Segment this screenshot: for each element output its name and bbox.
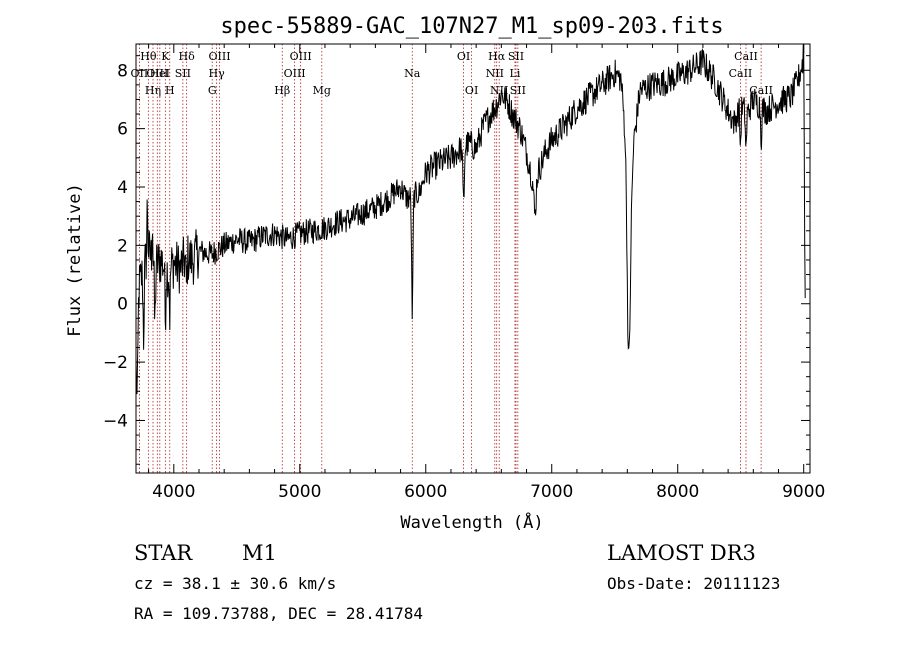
- line-marker-label-3: OIII: [146, 67, 168, 80]
- spectrum-line: [135, 43, 806, 395]
- line-marker-label-11: OIII: [208, 50, 230, 63]
- observation-date: Obs-Date: 20111123: [607, 574, 780, 593]
- y-axis-ticks: −4 −2 0 2 4 6 8: [103, 55, 810, 465]
- line-marker-label-14: OIII: [290, 50, 312, 63]
- y-tick-label-6: 8: [117, 61, 128, 81]
- line-marker-label-12: Hβ: [274, 84, 290, 97]
- plot-frame: [135, 43, 811, 474]
- y-tick-label-3: 2: [117, 236, 128, 256]
- y-tick-label-5: 6: [117, 120, 128, 140]
- coordinates: RA = 109.73788, DEC = 28.41784: [134, 604, 423, 623]
- line-marker-label-5: K: [161, 50, 170, 63]
- x-tick-label-3: 7000: [530, 482, 573, 502]
- line-marker-label-25: CaII: [729, 67, 753, 80]
- line-marker-label-26: CaII: [734, 50, 758, 63]
- x-tick-label-5: 9000: [782, 482, 825, 502]
- x-axis-label: Wavelength (Å): [400, 511, 543, 533]
- y-tick-label-1: −2: [103, 353, 128, 373]
- x-tick-label-1: 5000: [278, 482, 321, 502]
- emission-line-markers: [139, 44, 762, 473]
- x-tick-label-2: 6000: [404, 482, 447, 502]
- object-class: STAR: [134, 541, 193, 565]
- line-marker-label-18: OI: [465, 84, 478, 97]
- line-marker-label-2: Hη: [145, 84, 161, 97]
- line-marker-label-13: OIII: [284, 67, 306, 80]
- x-axis-ticks: 4000 5000 6000 7000 8000 9000: [148, 44, 825, 502]
- object-subclass: M1: [242, 541, 277, 565]
- line-marker-label-21: NII: [490, 84, 508, 97]
- x-tick-label-0: 4000: [152, 482, 195, 502]
- line-marker-label-20: Hα: [488, 50, 506, 63]
- line-marker-label-8: Hδ: [179, 50, 196, 63]
- line-marker-label-10: Hγ: [209, 67, 226, 80]
- y-tick-label-4: 4: [117, 178, 128, 198]
- y-tick-label-2: 0: [117, 295, 128, 315]
- line-marker-label-23: SII: [508, 50, 524, 63]
- line-marker-label-4: HeI: [150, 67, 170, 80]
- y-tick-label-0: −4: [103, 411, 128, 431]
- line-marker-label-1: Hθ: [140, 50, 157, 63]
- line-marker-label-9: G: [208, 84, 217, 97]
- survey-name: LAMOST DR3: [607, 541, 756, 565]
- line-marker-label-17: OI: [457, 50, 470, 63]
- line-marker-label-7: SII: [175, 67, 191, 80]
- line-marker-label-27: CaII: [749, 84, 773, 97]
- line-marker-label-24: SII: [510, 84, 526, 97]
- line-marker-label-22: Li: [510, 67, 521, 80]
- redshift-velocity: cz = 38.1 ± 30.6 km/s: [134, 574, 336, 593]
- line-marker-label-16: Na: [404, 67, 421, 80]
- chart-title: spec-55889-GAC_107N27_M1_sp09-203.fits: [220, 14, 723, 39]
- line-marker-label-19: NII: [486, 67, 504, 80]
- line-marker-label-6: H: [165, 84, 175, 97]
- x-tick-label-4: 8000: [656, 482, 699, 502]
- line-marker-label-15: Mg: [313, 84, 331, 97]
- y-axis-label: Flux (relative): [65, 183, 85, 337]
